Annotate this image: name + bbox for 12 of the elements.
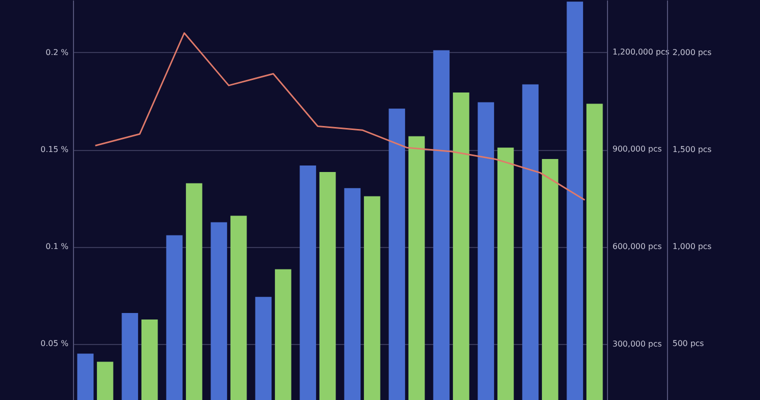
y-tick-label: 0.1 % [46,242,69,252]
y-tick-label: 0.2 % [46,48,69,57]
y3-tick-label: 1,500 pcs [672,145,712,154]
y-tick-label: 0.05 % [40,339,69,348]
y3-tick-label: 1,000 pcs [672,242,712,252]
line-series [94,32,586,201]
y2-tick-label: 300,000 pcs [612,339,662,348]
y3-tick-label: 500 pcs [672,339,704,348]
y2-tick-label: 600,000 pcs [612,242,662,252]
y-tick-label: 0.15 % [40,145,69,154]
y2-tick-label: 900,000 pcs [612,144,662,154]
y3-tick-label: 2,000 pcs [672,48,712,57]
